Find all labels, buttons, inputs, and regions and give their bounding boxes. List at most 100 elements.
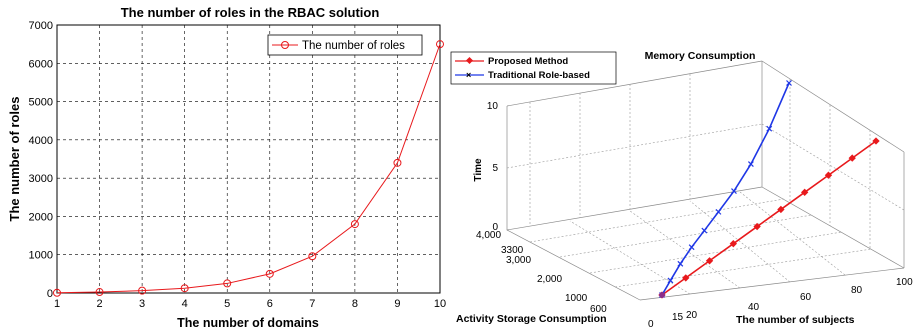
chart2-point-traditional	[715, 208, 722, 215]
chart2-point-proposed	[800, 188, 809, 197]
chart2-point-stroke	[731, 188, 737, 195]
chart2-legend-label-traditional: Traditional Role-based	[488, 70, 590, 81]
chart1-legend-marker	[281, 41, 289, 49]
chart2-y-tick: 4,000	[476, 230, 501, 241]
chart2-grid	[506, 74, 905, 295]
chart2-point-traditional	[731, 188, 737, 195]
chart2-wall-edge-a	[506, 60, 763, 107]
chart1-legend: The number of roles	[267, 34, 423, 56]
chart2-point-stroke	[766, 125, 773, 132]
chart2-z-axis-label: Time	[473, 158, 484, 182]
chart1-data-point	[138, 286, 147, 295]
chart2-z-tick: 5	[492, 163, 498, 174]
chart2-grid-line	[589, 231, 843, 274]
chart2-x-tick: 20	[686, 310, 698, 321]
chart2-grid-line	[569, 220, 691, 295]
chart1-y-tick-label: 7000	[29, 20, 53, 32]
chart2-z-tick: 10	[487, 101, 499, 112]
chart2-legend: Proposed Method × Traditional Role-based	[450, 51, 617, 85]
chart2-floor-edge-c	[639, 267, 905, 301]
chart2-point-traditional	[766, 125, 773, 132]
chart2-point-traditional	[688, 244, 695, 251]
chart1-legend-box	[267, 34, 423, 56]
chart2-point-traditional	[701, 227, 708, 234]
chart1-y-tick-label: 2000	[29, 211, 53, 223]
chart2-grid-line	[614, 248, 873, 288]
chart1-data-point	[308, 252, 317, 261]
chart2-start-point	[659, 292, 665, 298]
chart1-plot-area	[56, 24, 441, 294]
chart1-y-tick-label: 3000	[29, 173, 53, 185]
chart2-point-proposed	[777, 205, 785, 214]
chart2-point-stroke	[747, 161, 754, 167]
chart2-point-proposed	[682, 274, 690, 282]
chart2-title: Memory Consumption	[645, 50, 756, 62]
chart1-x-axis-label: The number of domains	[177, 316, 319, 330]
chart2-point-stroke	[677, 260, 684, 267]
chart1-y-axis-label: The number of roles	[7, 97, 22, 222]
chart2-y-tick: 3,000	[506, 255, 531, 266]
chart2-legend-label-proposed: Proposed Method	[488, 56, 568, 67]
chart2-point-traditional	[786, 80, 792, 86]
chart2-legend-box	[450, 51, 617, 85]
memory-chart: Memory Consumption	[450, 50, 913, 330]
chart1-gridlines	[57, 25, 440, 293]
chart1-x-tick-label: 10	[434, 298, 446, 310]
chart1-legend-label: The number of roles	[302, 40, 405, 52]
chart2-point-traditional	[667, 277, 674, 284]
chart1-data-point	[53, 288, 61, 297]
chart2-floor-edge-b	[761, 186, 905, 269]
chart1-x-tick-label: 2	[96, 298, 102, 310]
chart1-x-tick-label: 7	[309, 298, 315, 310]
chart2-point-proposed	[753, 222, 761, 231]
chart2-series	[658, 80, 880, 299]
chart2-x-tick: 0	[648, 319, 654, 330]
chart2-y-tick: 3300	[501, 245, 524, 256]
chart1-data-point	[95, 288, 104, 297]
chart2-x-tick: 80	[851, 285, 863, 296]
chart1-data-point	[393, 158, 402, 167]
chart1-data-point	[223, 279, 232, 288]
chart1-x-tick-label: 3	[139, 298, 145, 310]
chart2-grid-line	[689, 200, 791, 283]
chart2-y-tick: 1000	[565, 293, 588, 304]
chart1-x-tick-label: 1	[54, 298, 60, 310]
chart2-back-wall	[506, 106, 641, 301]
chart2-point-stroke	[715, 208, 722, 215]
chart2-x-tick: 60	[800, 292, 812, 303]
chart1-series	[53, 40, 444, 297]
chart1-series-line	[56, 43, 441, 294]
chart2-line-proposed	[661, 140, 877, 296]
chart1-y-ticks: 0 1000 2000 3000 4000 5000 6000 7000	[29, 20, 53, 300]
chart1-data-point	[350, 220, 359, 229]
chart1-y-tick-label: 0	[47, 288, 53, 300]
chart1-title: The number of roles in the RBAC solution	[121, 5, 380, 20]
chart2-floor-edge-a	[506, 186, 763, 231]
chart2-y-axis-label: Activity Storage Consumption	[456, 313, 607, 325]
chart2-point-proposed	[824, 171, 833, 179]
chart2-x-tick: 100	[896, 277, 913, 288]
chart2-x-tick: 15	[672, 312, 684, 323]
chart2-legend-marker-proposed	[465, 56, 474, 65]
chart2-grid-line	[761, 123, 905, 211]
chart1-y-tick-label: 4000	[29, 135, 53, 147]
chart2-z-tick: 0	[492, 222, 498, 233]
chart2-point-proposed	[729, 239, 738, 248]
chart2-y-tick: 2,000	[537, 274, 562, 285]
chart2-grid-line	[559, 214, 813, 258]
chart2-point-stroke	[786, 80, 792, 86]
chart1-data-point	[436, 40, 444, 49]
chart1-data-point	[265, 269, 274, 278]
chart2-point-traditional	[747, 161, 754, 167]
chart2-legend-marker-traditional: ×	[466, 70, 471, 80]
chart2-wall-edge-c	[761, 60, 905, 153]
chart1-x-tick-label: 4	[182, 298, 188, 310]
chart2-y-tick: 600	[590, 304, 607, 315]
chart2-point-proposed	[848, 154, 856, 162]
chart2-point-proposed	[872, 137, 880, 145]
chart1-y-tick-label: 1000	[29, 250, 53, 262]
chart2-point-stroke	[667, 277, 674, 284]
chart1-y-tick-label: 5000	[29, 97, 53, 109]
chart2-grid-line	[529, 198, 785, 243]
